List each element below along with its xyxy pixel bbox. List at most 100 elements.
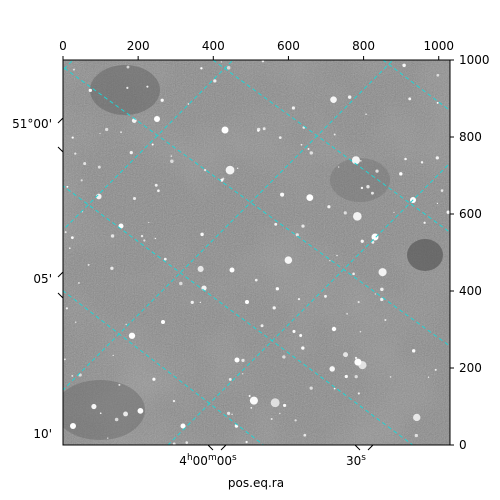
star <box>66 185 69 188</box>
star <box>152 377 156 381</box>
star <box>254 278 258 282</box>
dec-axis-left: 51°00' 05' 10' <box>12 117 64 441</box>
star <box>303 433 307 437</box>
star <box>151 143 154 146</box>
star <box>63 358 66 361</box>
star <box>125 323 127 326</box>
star <box>354 374 358 379</box>
dec-tick-mark <box>57 117 64 153</box>
top-tick-label-4: 800 <box>352 39 375 53</box>
star <box>408 97 412 101</box>
star <box>380 297 384 302</box>
star <box>248 394 251 397</box>
ra-grid-line <box>63 66 450 347</box>
ra-tick-mark <box>207 444 227 451</box>
star <box>154 183 158 187</box>
star <box>114 417 119 422</box>
star <box>329 259 331 262</box>
star <box>336 254 338 257</box>
ra-tick-mark <box>354 444 374 451</box>
star <box>423 221 426 224</box>
bright-star <box>245 300 249 304</box>
star <box>226 66 231 70</box>
star <box>301 346 305 350</box>
star <box>245 440 248 444</box>
star <box>249 396 258 405</box>
star <box>275 287 280 291</box>
star <box>307 148 310 150</box>
star <box>172 442 176 445</box>
star <box>324 294 327 298</box>
star <box>354 356 358 360</box>
right-pixel-axis: 0 200 400 600 800 1000 <box>450 53 490 452</box>
star <box>357 300 360 304</box>
star <box>270 398 280 408</box>
star <box>120 131 122 134</box>
star <box>260 324 264 328</box>
star <box>132 196 137 201</box>
star <box>359 330 362 333</box>
star <box>284 256 293 264</box>
star <box>106 437 109 439</box>
star <box>344 374 348 379</box>
dec-tick-label-0: 51°00' <box>12 117 52 131</box>
ra-axis-bottom: 4h00m00s 30s pos.eq.ra <box>179 444 374 490</box>
star <box>126 86 129 89</box>
star <box>402 63 406 68</box>
star <box>306 194 314 202</box>
star <box>360 239 364 243</box>
star <box>291 106 295 110</box>
top-tick-label-2: 400 <box>202 39 225 53</box>
star <box>343 352 349 358</box>
bright-star <box>234 357 240 363</box>
bright-star <box>331 326 337 332</box>
star <box>360 186 364 190</box>
star <box>146 85 149 88</box>
star <box>374 293 376 295</box>
star <box>75 321 77 323</box>
star <box>99 412 102 415</box>
star <box>199 301 201 304</box>
top-tick-label-5: 1000 <box>423 39 454 53</box>
star <box>203 168 207 172</box>
star <box>280 192 285 197</box>
star <box>225 165 235 175</box>
star <box>329 366 335 372</box>
x-axis-title: pos.eq.ra <box>228 476 284 490</box>
star <box>384 319 387 322</box>
star <box>163 257 167 261</box>
star <box>236 167 239 169</box>
star <box>436 101 439 104</box>
star <box>353 212 362 221</box>
ra-grid-line <box>212 60 450 233</box>
star <box>197 265 204 273</box>
right-tick-label-3: 600 <box>459 207 482 221</box>
star <box>87 263 90 266</box>
star <box>427 376 430 378</box>
sky-image <box>63 60 450 445</box>
star <box>170 159 174 164</box>
star <box>262 127 266 131</box>
star <box>65 307 68 310</box>
star <box>72 68 75 71</box>
star <box>231 413 233 416</box>
star <box>157 189 160 193</box>
star <box>64 231 67 234</box>
star <box>185 441 189 444</box>
right-tick-label-0: 0 <box>459 438 467 452</box>
dec-grid-lines <box>63 60 450 445</box>
star <box>338 166 340 168</box>
star <box>70 236 74 240</box>
star <box>292 329 296 333</box>
star <box>279 412 281 415</box>
star <box>370 191 374 195</box>
star <box>343 211 347 215</box>
star <box>222 177 225 180</box>
star <box>242 373 244 375</box>
star <box>172 399 176 403</box>
right-tick-label-4: 800 <box>459 130 482 144</box>
star <box>404 157 407 161</box>
dec-grid-line <box>167 162 450 445</box>
bright-star <box>180 423 186 429</box>
star <box>97 165 101 169</box>
